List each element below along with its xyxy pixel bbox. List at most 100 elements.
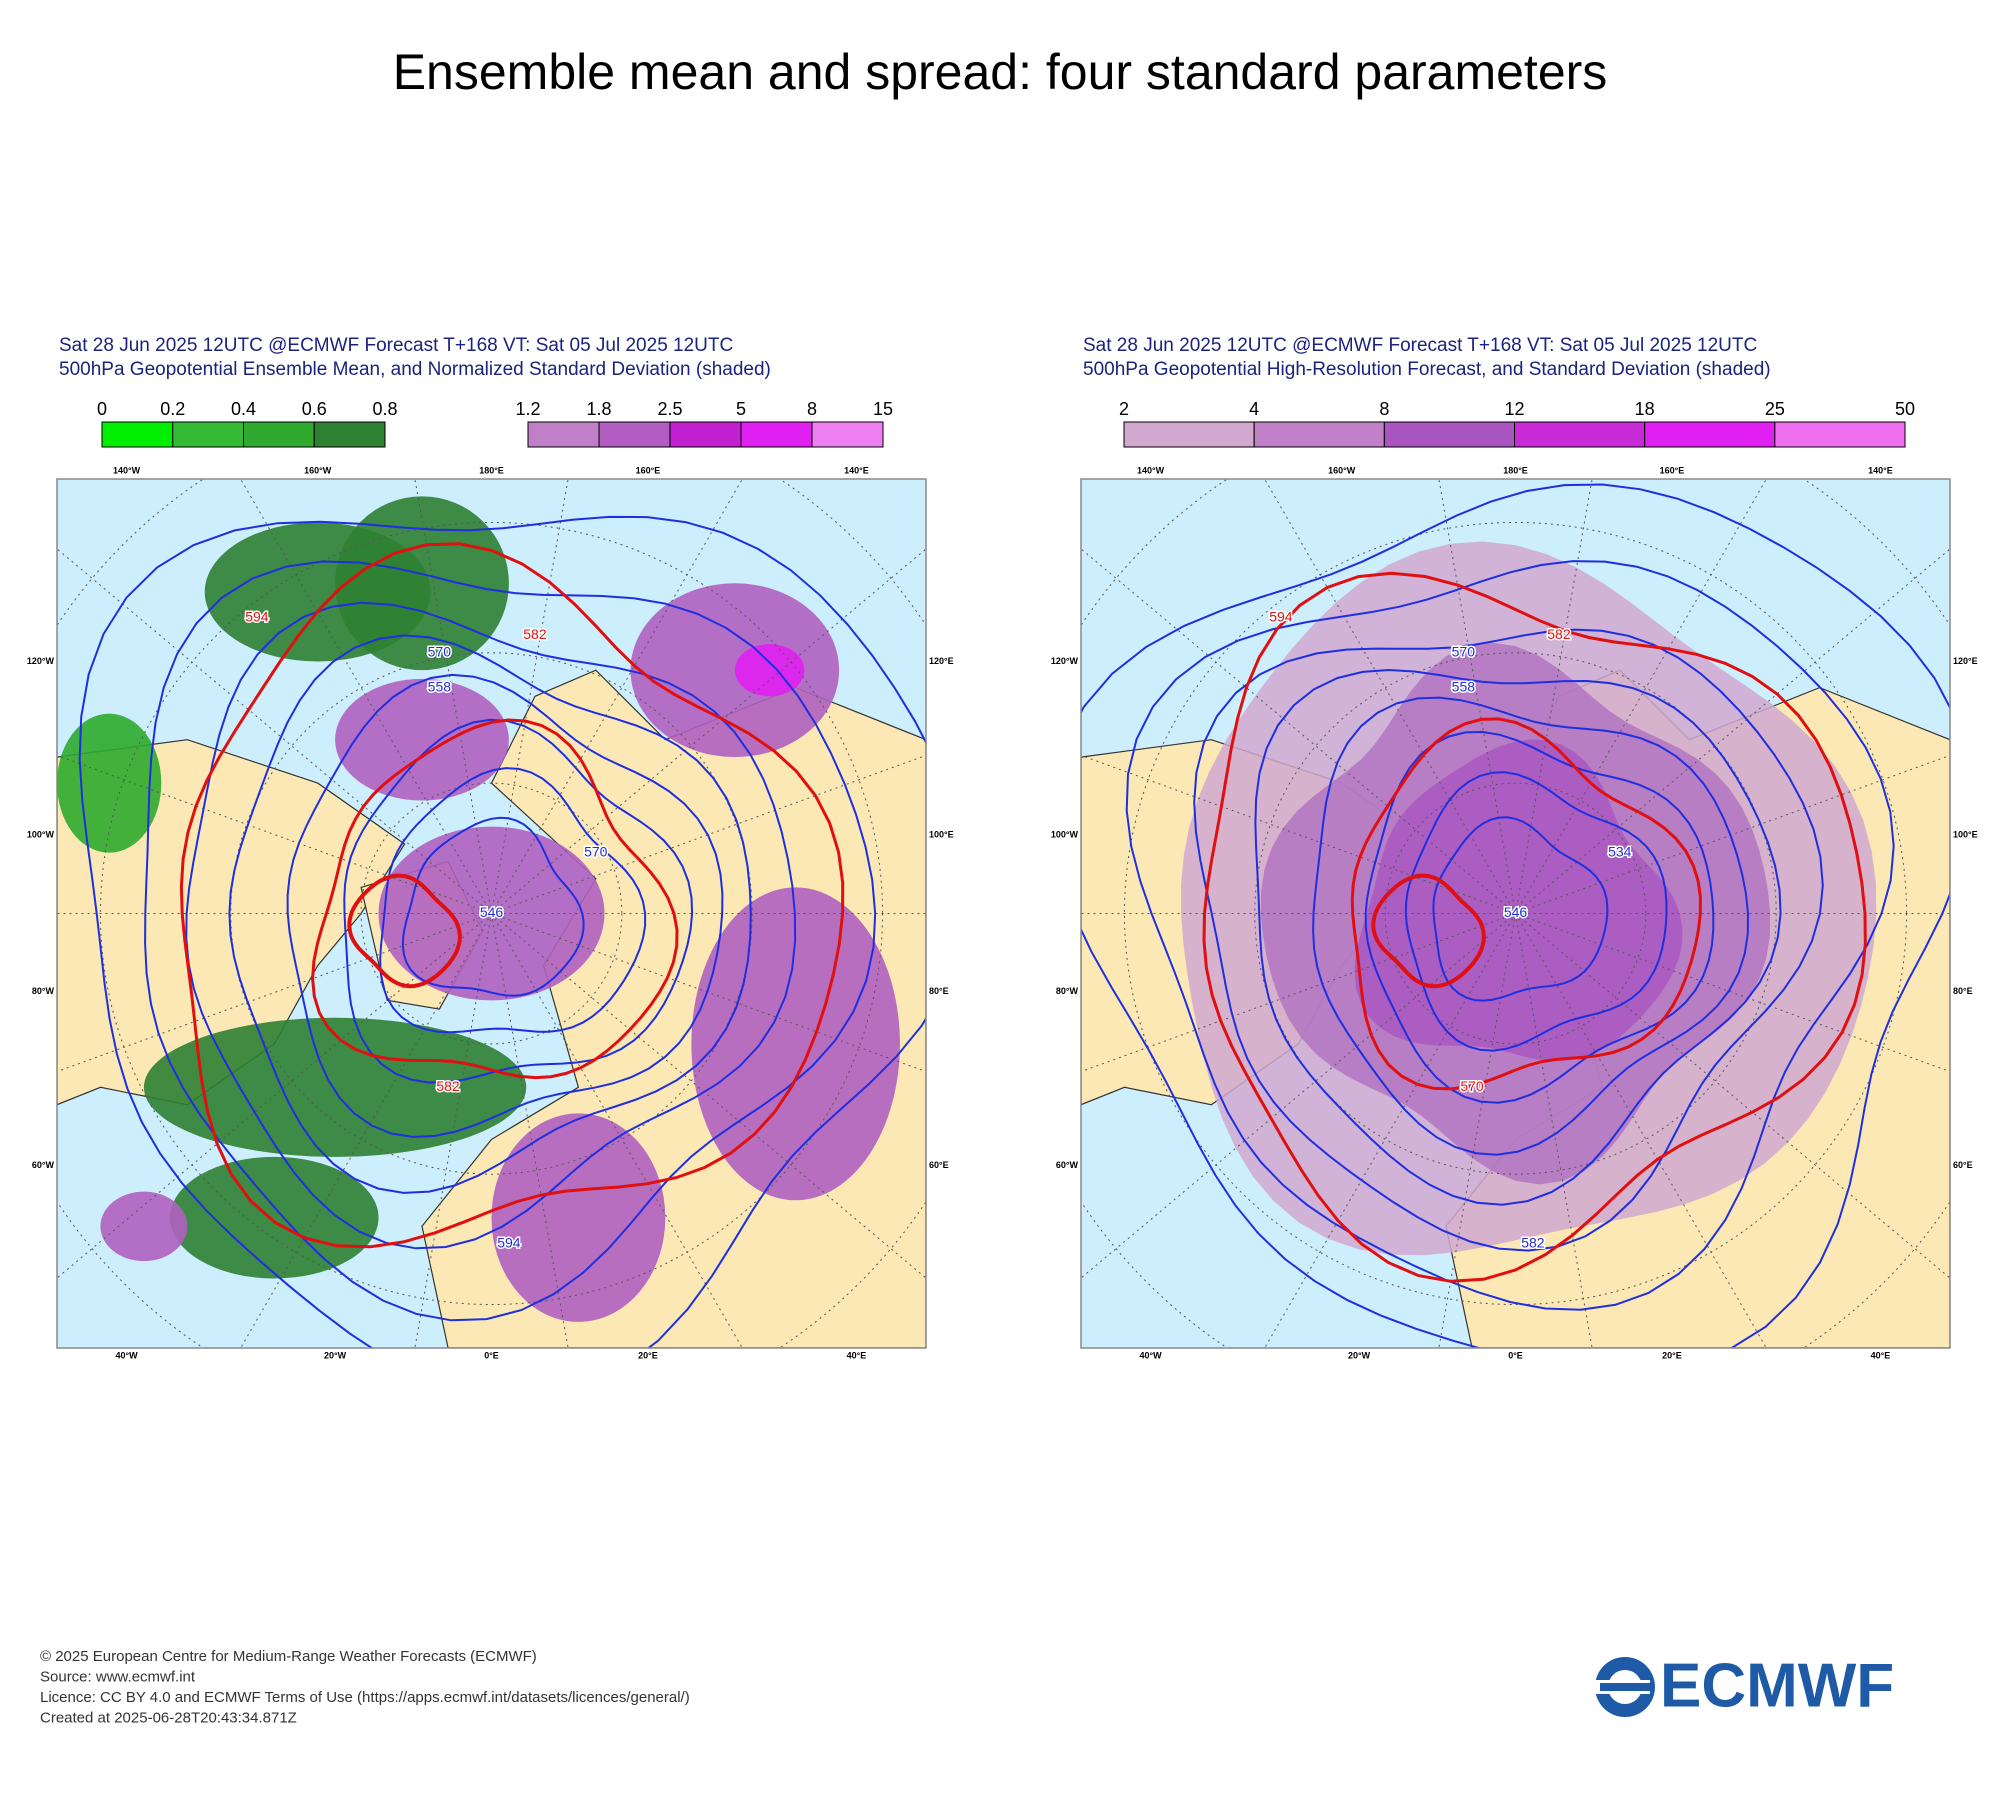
- meridian: [491, 754, 926, 914]
- contour: [1125, 560, 1895, 1311]
- colorbar-label: 5: [736, 399, 746, 419]
- lat-label: 60°W: [32, 1160, 55, 1170]
- panel-header: Sat 28 Jun 2025 12UTC @ECMWF Forecast T+…: [1083, 335, 1757, 356]
- meridian: [1515, 913, 1593, 1348]
- colorbar-label: 0.2: [160, 399, 185, 419]
- meridian: [57, 913, 492, 1279]
- contour: [1312, 696, 1750, 1156]
- map: 594 570 558 582 546 534 570 582: [1081, 479, 1950, 1348]
- colorbar-label: 0.8: [372, 399, 397, 419]
- footer-line: Created at 2025-06-28T20:43:34.871Z: [40, 1709, 297, 1726]
- colorbar-label: 0.4: [231, 399, 256, 419]
- lon-label: 160°E: [1660, 465, 1685, 475]
- logo-text: ECMWF: [1660, 1651, 1894, 1720]
- lat-label: 100°W: [1051, 830, 1079, 840]
- colorbar-label: 0: [97, 399, 107, 419]
- lon-label: 180°E: [479, 465, 504, 475]
- meridian: [1081, 913, 1516, 1073]
- shaded-area: [335, 496, 509, 671]
- logo-mark: [1590, 1657, 1655, 1717]
- shaded-area: [143, 1017, 527, 1157]
- contour: [1404, 771, 1668, 1052]
- lat-label: 80°W: [32, 986, 55, 996]
- lon-label: 40°E: [847, 1350, 867, 1360]
- lat-label: 120°E: [1953, 656, 1978, 666]
- lon-label: 40°W: [1139, 1350, 1162, 1360]
- colorbar-label: 15: [873, 399, 893, 419]
- meridian: [491, 479, 743, 914]
- lat-label: 120°W: [1051, 656, 1079, 666]
- contour-label: 570: [428, 644, 452, 660]
- lon-label: 140°E: [1868, 465, 1893, 475]
- lon-label: 180°E: [1503, 465, 1528, 475]
- meridian: [1081, 754, 1516, 914]
- contour: [78, 515, 926, 1348]
- lon-label: 160°W: [1328, 465, 1356, 475]
- contour-label: 582: [1547, 626, 1571, 642]
- panel-header: Sat 28 Jun 2025 12UTC @ECMWF Forecast T+…: [59, 335, 733, 356]
- lat-label: 60°E: [1953, 1160, 1973, 1170]
- colorbar-box: [740, 421, 813, 448]
- contour: [379, 767, 647, 1034]
- colorbar-label: 1.8: [586, 399, 611, 419]
- colorbar-box: [598, 421, 671, 448]
- colorbar-label: 4: [1249, 399, 1259, 419]
- colorbar-box: [811, 421, 884, 448]
- contour-red: [347, 873, 462, 989]
- meridian: [240, 913, 492, 1348]
- colorbar-box: [101, 421, 174, 448]
- colorbar-label: 50: [1895, 399, 1915, 419]
- meridian: [1515, 754, 1950, 914]
- meridian: [1081, 913, 1516, 1279]
- contour-label: 582: [1521, 1234, 1545, 1250]
- colorbar-label: 8: [807, 399, 817, 419]
- footer-line: Licence: CC BY 4.0 and ECMWF Terms of Us…: [40, 1689, 690, 1706]
- meridian: [1515, 479, 1593, 914]
- contour-red: [179, 542, 845, 1249]
- meridian: [414, 479, 492, 914]
- lon-label: 0°E: [484, 1350, 499, 1360]
- panel-header: 500hPa Geopotential Ensemble Mean, and N…: [59, 359, 771, 380]
- contour-label: 570: [1460, 1078, 1484, 1094]
- lat-circle: [360, 782, 623, 1045]
- meridian: [1438, 479, 1516, 914]
- panel-header: 500hPa Geopotential High-Resolution Fore…: [1083, 359, 1771, 380]
- colorbar-box: [669, 421, 742, 448]
- shaded-area: [100, 1191, 188, 1262]
- meridian: [1438, 913, 1516, 1348]
- shaded-area: [691, 887, 900, 1201]
- colorbar-box: [1644, 421, 1776, 448]
- contour: [1364, 730, 1715, 1104]
- lat-circle: [1254, 652, 1777, 1175]
- lat-label: 100°E: [1953, 830, 1978, 840]
- lat-label: 60°E: [929, 1160, 949, 1170]
- shaded-area: [734, 644, 805, 697]
- meridian: [57, 754, 492, 914]
- contour: [1254, 668, 1782, 1206]
- contour-label: 594: [1269, 609, 1293, 625]
- colorbar-box: [1514, 421, 1646, 448]
- contour-label: 534: [1608, 843, 1632, 859]
- lon-label: 20°E: [638, 1350, 658, 1360]
- lat-label: 80°E: [1953, 986, 1973, 996]
- lat-label: 80°E: [929, 986, 949, 996]
- lon-label: 40°W: [115, 1350, 138, 1360]
- lat-circle: [1384, 782, 1647, 1045]
- meridian: [491, 913, 569, 1348]
- contour: [1432, 816, 1609, 1002]
- colorbar-label: 1.2: [515, 399, 540, 419]
- meridian: [57, 548, 492, 914]
- meridian: [1515, 548, 1950, 914]
- contour-label: 546: [1504, 904, 1528, 920]
- colorbar-box: [1774, 421, 1906, 448]
- meridian: [57, 913, 492, 1073]
- lat-circle: [230, 652, 753, 1175]
- contour-label: 558: [428, 678, 452, 694]
- lon-label: 20°W: [324, 1350, 347, 1360]
- meridian: [491, 913, 743, 1348]
- shaded-area: [169, 1156, 379, 1279]
- lon-label: 20°E: [1662, 1350, 1682, 1360]
- page-title: Ensemble mean and spread: four standard …: [393, 44, 1608, 100]
- map-border: [56, 478, 927, 1349]
